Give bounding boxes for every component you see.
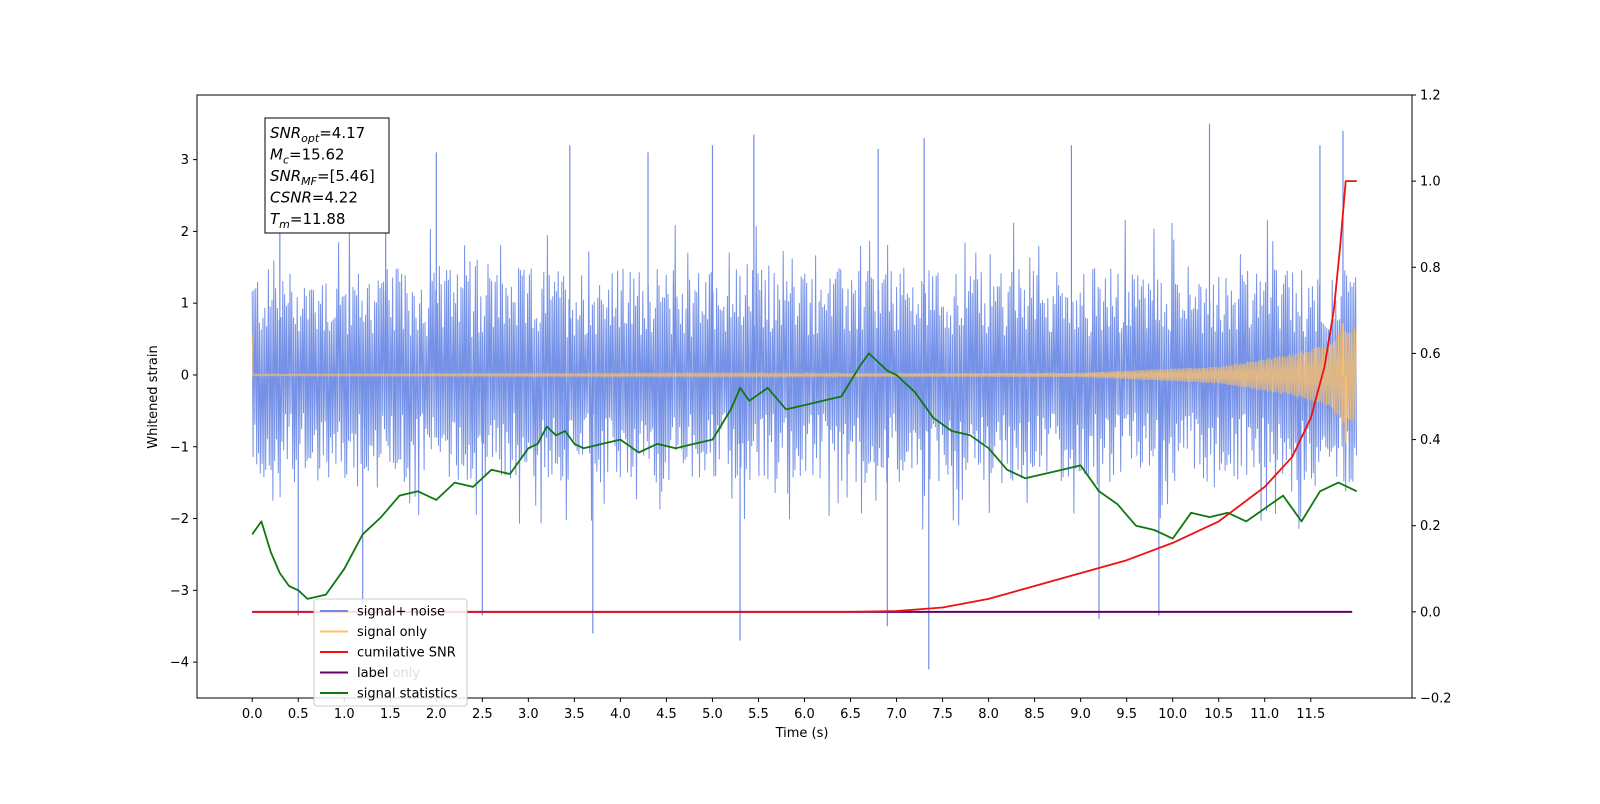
legend-entry-label: cumilative SNR bbox=[357, 646, 456, 661]
legend-entry-label: signal+ noise bbox=[357, 605, 445, 620]
x-tick-label: 1.5 bbox=[380, 707, 401, 722]
x-tick-label: 4.5 bbox=[656, 707, 677, 722]
annotation-line: SNRMF=[5.46] bbox=[270, 167, 375, 188]
x-tick-label: 9.5 bbox=[1116, 707, 1137, 722]
x-tick-label: 3.5 bbox=[564, 707, 585, 722]
x-tick-label: 6.0 bbox=[794, 707, 815, 722]
x-tick-label: 7.5 bbox=[932, 707, 953, 722]
x-tick-label: 8.0 bbox=[978, 707, 999, 722]
x-tick-label: 8.5 bbox=[1024, 707, 1045, 722]
y-right-tick-label: 1.2 bbox=[1420, 89, 1441, 104]
x-tick-label: 0.5 bbox=[288, 707, 309, 722]
y-left-tick-label: 0 bbox=[181, 368, 189, 383]
y-axis-right: −0.2 0.0 0.2 0.4 0.6 0.8 1.0 1.2 bbox=[1412, 89, 1452, 707]
legend-entry-label: label bbox=[357, 666, 388, 681]
y-right-tick-label: 1.0 bbox=[1420, 175, 1441, 190]
y-left-tick-label: 2 bbox=[181, 225, 189, 240]
annotation-line: Mc=15.62 bbox=[270, 146, 345, 167]
legend-hidden-label: label only bbox=[357, 666, 420, 681]
y-left-tick-label: −1 bbox=[170, 440, 189, 455]
x-tick-label: 5.5 bbox=[748, 707, 769, 722]
x-tick-label: 4.0 bbox=[610, 707, 631, 722]
y-left-tick-label: 3 bbox=[181, 153, 189, 168]
y-left-tick-label: −2 bbox=[170, 512, 189, 527]
x-tick-label: 2.5 bbox=[472, 707, 493, 722]
x-tick-label: 3.0 bbox=[518, 707, 539, 722]
legend-frame bbox=[313, 598, 468, 707]
plot-area bbox=[251, 123, 1358, 670]
x-axis: 0.0 0.5 1.0 1.5 2.0 2.5 3.0 3.5 4.0 4.5 5.0 5.5 6.0 6… bbox=[242, 698, 1325, 722]
annotation-line: CSNR=4.22 bbox=[270, 189, 358, 207]
x-tick-label: 10.5 bbox=[1204, 707, 1233, 722]
legend-entry-label: signal statistics bbox=[357, 687, 458, 702]
y-axis-left: −4 −3 −2 −1 0 1 2 3 bbox=[170, 153, 197, 671]
x-tick-label: 0.0 bbox=[242, 707, 263, 722]
series-signal-noise-spikes bbox=[279, 123, 1344, 670]
legend: label only signal+ noise signal only cumila… bbox=[313, 598, 468, 707]
x-tick-label: 11.5 bbox=[1296, 707, 1325, 722]
x-tick-label: 9.0 bbox=[1070, 707, 1091, 722]
annotation-frame bbox=[264, 117, 390, 234]
x-tick-label: 5.0 bbox=[702, 707, 723, 722]
annotation-line: Tm=11.88 bbox=[270, 210, 345, 231]
metrics-annotation-box: SNRopt=4.17Mc=15.62SNRMF=[5.46]CSNR=4.22… bbox=[264, 117, 390, 234]
x-tick-label: 11.0 bbox=[1250, 707, 1279, 722]
y-axis-left-label: Whitened strain bbox=[146, 345, 161, 448]
y-right-tick-label: 0.2 bbox=[1420, 519, 1441, 534]
x-axis-label: Time (s) bbox=[775, 726, 829, 741]
x-tick-label: 1.0 bbox=[334, 707, 355, 722]
series-signal-statistics-line bbox=[251, 352, 1358, 600]
x-tick-label: 2.0 bbox=[426, 707, 447, 722]
legend-entry-label: signal only bbox=[357, 625, 427, 640]
annotation-line: SNRopt=4.17 bbox=[270, 124, 365, 145]
x-tick-label: 10.0 bbox=[1158, 707, 1187, 722]
y-left-tick-label: 1 bbox=[181, 297, 189, 312]
x-tick-label: 6.5 bbox=[840, 707, 861, 722]
y-left-tick-label: −3 bbox=[170, 584, 189, 599]
y-right-tick-label: 0.4 bbox=[1420, 433, 1441, 448]
series-cumulative-snr-line bbox=[252, 180, 1357, 613]
x-tick-label: 7.0 bbox=[886, 707, 907, 722]
y-left-tick-label: −4 bbox=[170, 656, 189, 671]
y-right-tick-label: 0.8 bbox=[1420, 261, 1441, 276]
series-signal-only-line bbox=[251, 326, 1357, 424]
y-right-tick-label: 0.6 bbox=[1420, 347, 1441, 362]
y-right-tick-label: 0.0 bbox=[1420, 605, 1441, 620]
y-right-tick-label: −0.2 bbox=[1420, 692, 1452, 707]
